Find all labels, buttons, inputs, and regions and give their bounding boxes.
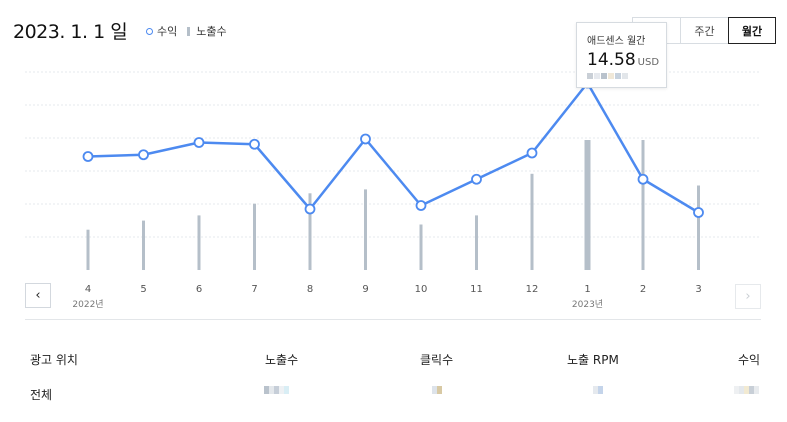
impressions-bar	[530, 173, 534, 270]
revenue-point	[82, 151, 94, 162]
page-title: 2023. 1. 1 일	[13, 21, 128, 43]
impressions-bar	[641, 140, 645, 270]
revenue-point	[693, 207, 704, 218]
year-label: 2022년	[72, 299, 103, 310]
col-rpm: 노출 RPM	[567, 353, 619, 367]
impressions-bar	[364, 189, 367, 270]
x-tick-label: 8	[307, 284, 313, 295]
x-tick-label: 4	[85, 284, 91, 295]
impressions-bar	[197, 215, 201, 270]
chart-legend: 수익 노출수	[146, 23, 237, 39]
next-period-button[interactable]: ›	[735, 284, 761, 309]
tab-monthly[interactable]: 월간	[728, 17, 776, 44]
x-tick-label: 7	[251, 284, 257, 295]
tooltip-unit: USD	[637, 57, 660, 68]
revenue-point	[360, 133, 371, 145]
x-tick-label: 5	[140, 284, 146, 295]
revenue-point	[526, 147, 538, 159]
x-tick-label: 2	[640, 284, 646, 295]
tooltip-value: 14.58	[587, 50, 636, 70]
chart-tooltip: 애드센스 월간 14.58 USD	[576, 22, 667, 88]
redacted-revenue	[734, 386, 759, 394]
impressions-bar	[142, 220, 145, 270]
line-marker-icon	[146, 27, 153, 35]
bar-marker-icon	[187, 26, 191, 36]
tooltip-value-line: 14.58 USD	[587, 50, 660, 70]
col-impressions: 노출수	[265, 353, 299, 367]
x-tick-label: 11	[470, 284, 483, 295]
x-tick-label: 12	[526, 284, 539, 295]
tab-weekly[interactable]: 주간	[680, 17, 728, 44]
legend-revenue-label: 수익	[157, 25, 178, 38]
revenue-point	[138, 149, 149, 161]
year-label: 2023년	[572, 299, 603, 310]
col-clicks: 클릭수	[420, 353, 454, 367]
table-header: 광고 위치 노출수 클릭수 노출 RPM 수익	[0, 351, 787, 371]
impressions-bar	[584, 140, 591, 270]
col-ad-position: 광고 위치	[30, 353, 78, 367]
legend-impressions-label: 노출수	[196, 25, 227, 38]
prev-period-button[interactable]: ‹	[25, 283, 51, 308]
revenue-line	[87, 81, 700, 214]
impressions-bar	[697, 185, 700, 270]
legend-impressions: 노출수	[187, 23, 227, 39]
revenue-point	[637, 173, 649, 185]
impressions-bar	[253, 203, 256, 270]
revenue-point	[471, 173, 482, 185]
impressions-bar	[86, 229, 90, 270]
revenue-point	[193, 137, 205, 148]
redacted-clicks	[432, 386, 442, 394]
redacted-value	[587, 73, 656, 79]
divider	[25, 319, 761, 320]
revenue-point	[249, 138, 260, 150]
x-tick-label: 3	[695, 284, 701, 295]
impressions-bar	[419, 224, 423, 270]
x-tick-label: 9	[362, 284, 368, 295]
x-tick-label: 1	[584, 284, 590, 295]
impressions-bar	[308, 193, 312, 270]
redacted-rpm	[593, 386, 603, 394]
revenue-point	[304, 203, 316, 215]
table-row: 전체	[0, 383, 787, 403]
legend-revenue: 수익	[146, 23, 177, 39]
impressions-bar	[475, 215, 478, 270]
x-tick-label: 6	[196, 284, 202, 295]
tooltip-title: 애드센스 월간	[587, 36, 646, 47]
revenue-point	[415, 200, 427, 211]
x-tick-label: 10	[415, 284, 428, 295]
col-revenue: 수익	[738, 353, 761, 367]
row-label: 전체	[30, 388, 53, 402]
chevron-left-icon: ‹	[35, 288, 41, 303]
chevron-right-icon: ›	[745, 289, 751, 304]
period-tabs: 주간 월간	[632, 17, 776, 44]
redacted-impressions	[264, 386, 289, 394]
